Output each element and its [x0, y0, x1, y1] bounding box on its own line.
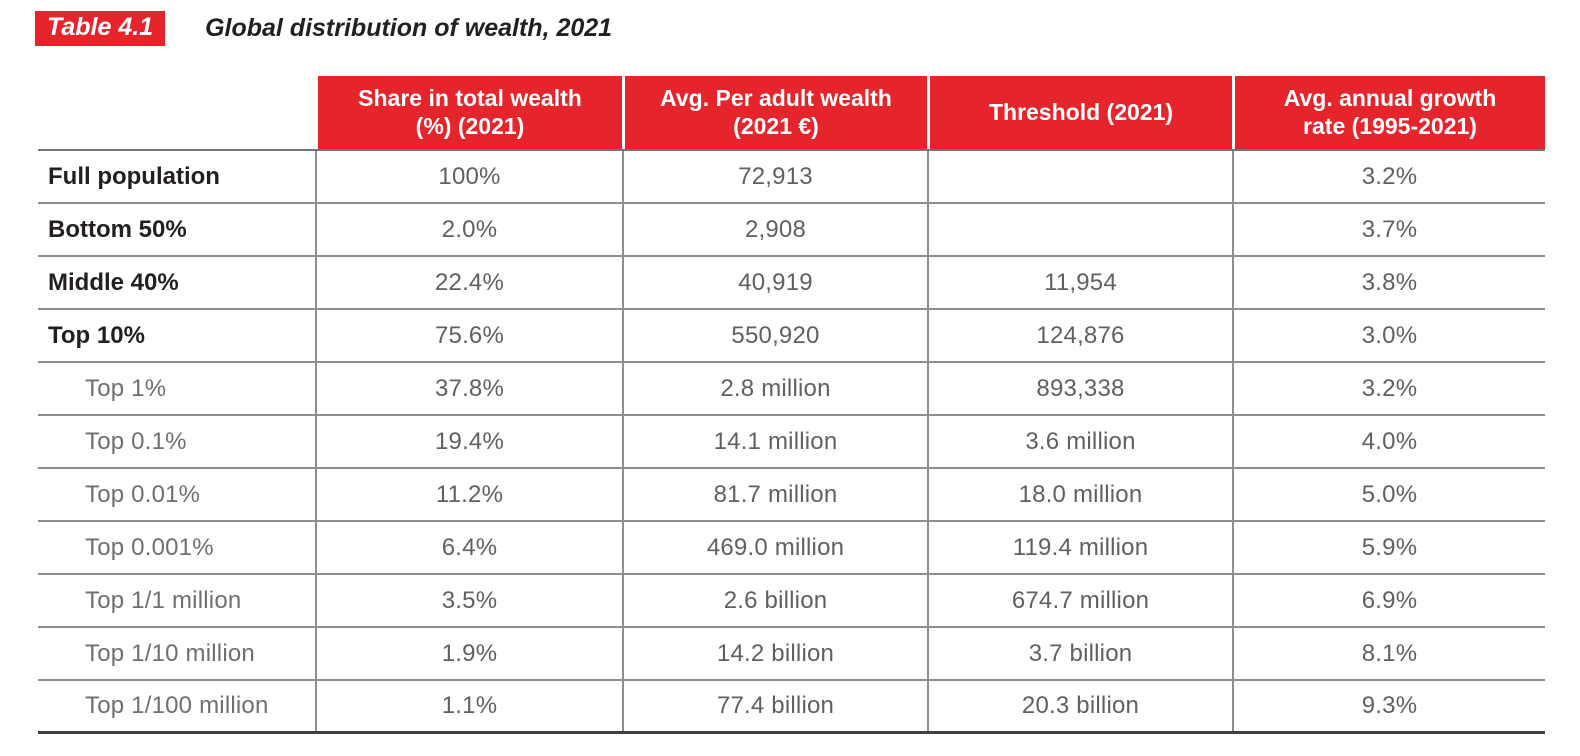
table-row-top-1: Top 1% 37.8% 2.8 million 893,338 3.2% — [38, 363, 1545, 416]
cell-threshold: 893,338 — [927, 363, 1232, 414]
header-cell-threshold-text: Threshold (2021) — [988, 98, 1174, 125]
cell-avg-wealth: 550,920 — [622, 310, 927, 361]
row-label: Top 10% — [48, 321, 145, 349]
cell-share: 19.4% — [315, 416, 622, 467]
row-label: Full population — [48, 162, 220, 190]
cell-share: 37.8% — [315, 363, 622, 414]
table-header-row: Share in total wealth (%) (2021) Avg. Pe… — [38, 76, 1545, 151]
cell-growth: 3.0% — [1232, 310, 1545, 361]
cell-threshold: 119.4 million — [927, 522, 1232, 573]
cell-avg-wealth: 2.6 billion — [622, 575, 927, 626]
cell-avg-wealth: 14.1 million — [622, 416, 927, 467]
cell-avg-wealth: 77.4 billion — [622, 681, 927, 731]
table-row-top-0-1: Top 0.1% 19.4% 14.1 million 3.6 million … — [38, 416, 1545, 469]
cell-threshold: 20.3 billion — [927, 681, 1232, 731]
table-row-top-10: Top 10% 75.6% 550,920 124,876 3.0% — [38, 310, 1545, 363]
cell-share: 11.2% — [315, 469, 622, 520]
cell-threshold: 124,876 — [927, 310, 1232, 361]
cell-growth: 3.8% — [1232, 257, 1545, 308]
cell-avg-wealth: 72,913 — [622, 151, 927, 202]
cell-threshold — [927, 204, 1232, 255]
cell-growth: 6.9% — [1232, 575, 1545, 626]
header-cell-share-text: Share in total wealth (%) (2021) — [358, 84, 582, 139]
cell-growth: 3.2% — [1232, 151, 1545, 202]
table-row-bottom-50: Bottom 50% 2.0% 2,908 3.7% — [38, 204, 1545, 257]
table-row-top-1-in-1-million: Top 1/1 million 3.5% 2.6 billion 674.7 m… — [38, 575, 1545, 628]
table-row-top-1-in-100-million: Top 1/100 million 1.1% 77.4 billion 20.3… — [38, 681, 1545, 734]
cell-growth: 5.0% — [1232, 469, 1545, 520]
cell-share: 2.0% — [315, 204, 622, 255]
header-cell-avg-wealth-text: Avg. Per adult wealth (2021 €) — [660, 84, 892, 139]
cell-threshold: 3.6 million — [927, 416, 1232, 467]
row-label: Middle 40% — [48, 268, 179, 296]
cell-share: 1.9% — [315, 628, 622, 679]
row-label: Bottom 50% — [48, 215, 187, 243]
cell-share: 3.5% — [315, 575, 622, 626]
cell-growth: 3.2% — [1232, 363, 1545, 414]
cell-growth: 4.0% — [1232, 416, 1545, 467]
table-row-middle-40: Middle 40% 22.4% 40,919 11,954 3.8% — [38, 257, 1545, 310]
header-cell-avg-wealth: Avg. Per adult wealth (2021 €) — [622, 76, 927, 149]
header-cell-threshold: Threshold (2021) — [927, 76, 1232, 149]
cell-threshold: 674.7 million — [927, 575, 1232, 626]
header-cell-growth: Avg. annual growth rate (1995-2021) — [1232, 76, 1545, 149]
cell-avg-wealth: 2,908 — [622, 204, 927, 255]
cell-threshold: 11,954 — [927, 257, 1232, 308]
row-label: Top 0.01% — [85, 480, 201, 508]
row-label: Top 1/100 million — [85, 692, 269, 719]
cell-share: 75.6% — [315, 310, 622, 361]
header-cell-empty — [38, 76, 315, 149]
cell-share: 1.1% — [315, 681, 622, 731]
cell-threshold — [927, 151, 1232, 202]
cell-avg-wealth: 469.0 million — [622, 522, 927, 573]
cell-share: 22.4% — [315, 257, 622, 308]
cell-avg-wealth: 40,919 — [622, 257, 927, 308]
cell-growth: 3.7% — [1232, 204, 1545, 255]
cell-share: 6.4% — [315, 522, 622, 573]
table-row-top-1-in-10-million: Top 1/10 million 1.9% 14.2 billion 3.7 b… — [38, 628, 1545, 681]
header-cell-share: Share in total wealth (%) (2021) — [315, 76, 622, 149]
cell-avg-wealth: 81.7 million — [622, 469, 927, 520]
cell-share: 100% — [315, 151, 622, 202]
cell-threshold: 3.7 billion — [927, 628, 1232, 679]
table-row-top-0-01: Top 0.01% 11.2% 81.7 million 18.0 millio… — [38, 469, 1545, 522]
cell-growth: 9.3% — [1232, 681, 1545, 731]
wealth-distribution-table: Share in total wealth (%) (2021) Avg. Pe… — [38, 76, 1545, 734]
header-cell-growth-text: Avg. annual growth rate (1995-2021) — [1283, 84, 1497, 139]
row-label: Top 1% — [85, 374, 167, 402]
cell-threshold: 18.0 million — [927, 469, 1232, 520]
table-title-text: Global distribution of wealth, 2021 — [205, 14, 613, 42]
table-row-top-0-001: Top 0.001% 6.4% 469.0 million 119.4 mill… — [38, 522, 1545, 575]
cell-growth: 5.9% — [1232, 522, 1545, 573]
cell-avg-wealth: 2.8 million — [622, 363, 927, 414]
table-row-full-population: Full population 100% 72,913 3.2% — [38, 151, 1545, 204]
table-title: Table 4.1 Global distribution of wealth,… — [35, 11, 1580, 46]
row-label: Top 0.001% — [85, 533, 214, 561]
row-label: Top 1/1 million — [85, 586, 242, 614]
cell-avg-wealth: 14.2 billion — [622, 628, 927, 679]
table-number-badge: Table 4.1 — [35, 11, 166, 46]
cell-growth: 8.1% — [1232, 628, 1545, 679]
row-label: Top 1/10 million — [85, 639, 255, 667]
row-label: Top 0.1% — [85, 427, 187, 455]
